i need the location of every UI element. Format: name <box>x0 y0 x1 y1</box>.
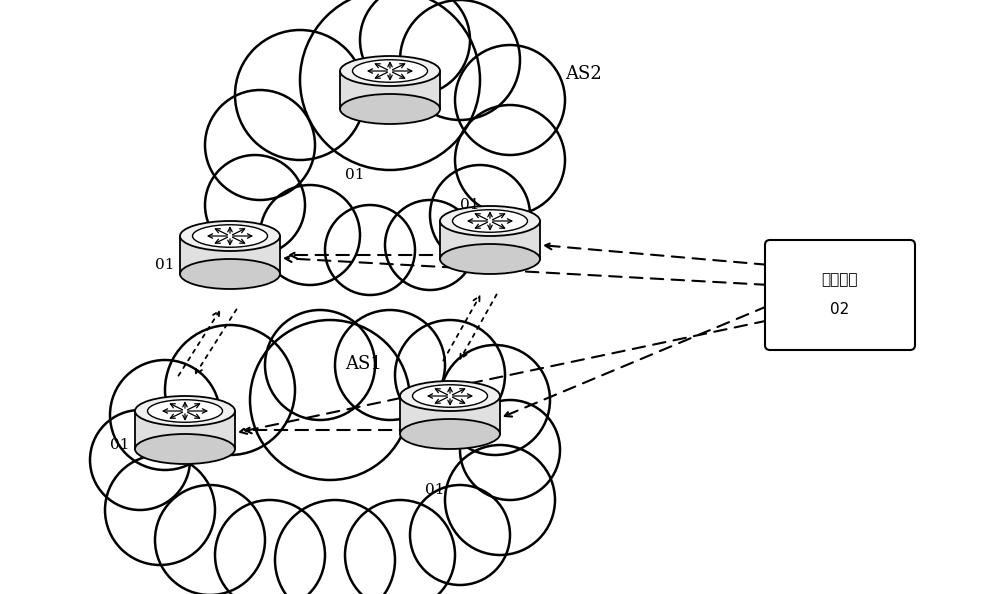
Text: AS2: AS2 <box>565 65 602 83</box>
Ellipse shape <box>400 381 500 411</box>
Ellipse shape <box>192 225 268 247</box>
Ellipse shape <box>400 419 500 449</box>
Ellipse shape <box>452 210 528 232</box>
FancyBboxPatch shape <box>340 71 440 109</box>
Ellipse shape <box>352 60 428 82</box>
Text: 01: 01 <box>425 483 445 497</box>
Ellipse shape <box>135 434 235 464</box>
Text: 01: 01 <box>345 168 365 182</box>
Ellipse shape <box>413 385 488 407</box>
FancyBboxPatch shape <box>400 396 500 434</box>
Ellipse shape <box>340 56 440 86</box>
Ellipse shape <box>440 206 540 236</box>
Text: 02: 02 <box>830 302 850 318</box>
Ellipse shape <box>340 94 440 124</box>
Text: AS1: AS1 <box>345 355 382 373</box>
Ellipse shape <box>180 221 280 251</box>
FancyBboxPatch shape <box>135 411 235 449</box>
Ellipse shape <box>180 259 280 289</box>
FancyBboxPatch shape <box>180 236 280 274</box>
Ellipse shape <box>135 396 235 426</box>
Text: 网络设备: 网络设备 <box>822 273 858 287</box>
Ellipse shape <box>440 244 540 274</box>
Text: 01: 01 <box>460 198 480 212</box>
Text: 01: 01 <box>110 438 130 452</box>
FancyBboxPatch shape <box>765 240 915 350</box>
Text: 01: 01 <box>155 258 175 272</box>
Ellipse shape <box>148 400 222 422</box>
FancyBboxPatch shape <box>440 221 540 259</box>
